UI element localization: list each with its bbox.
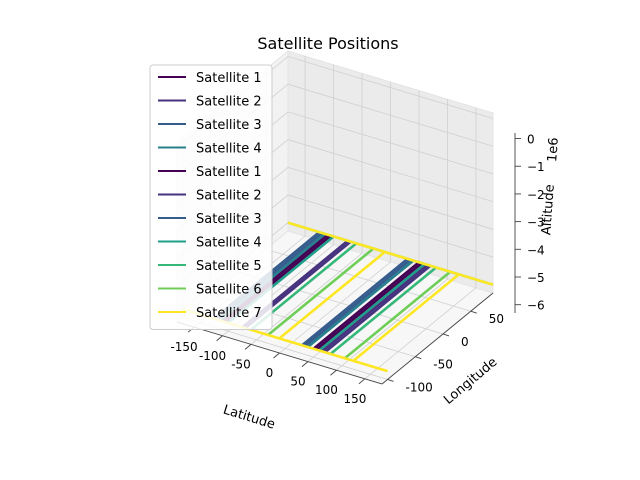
legend-label: Satellite 4 bbox=[196, 142, 262, 157]
series-line-3 bbox=[304, 258, 412, 348]
series-line-1 bbox=[312, 261, 420, 350]
series-line-10 bbox=[344, 270, 452, 360]
y-tick-label: 0 bbox=[461, 335, 469, 349]
chart-title: Satellite Positions bbox=[257, 34, 398, 53]
legend-label: Satellite 1 bbox=[196, 71, 262, 86]
legend-label: Satellite 7 bbox=[196, 306, 262, 321]
legend: Satellite 1 Satellite 2 Satellite 3 Satelli… bbox=[149, 64, 273, 330]
y-tick-mark bbox=[415, 356, 422, 360]
x-axis-label: Latitude bbox=[221, 403, 277, 433]
series-line-6 bbox=[324, 264, 432, 354]
x-tick-label: 150 bbox=[343, 392, 366, 406]
series-line-7 bbox=[301, 257, 409, 347]
legend-label: Satellite 2 bbox=[196, 189, 262, 204]
series-line-4 bbox=[307, 259, 415, 349]
y-tick-label: -50 bbox=[433, 358, 453, 372]
series-line-2 bbox=[321, 263, 429, 353]
legend-label: Satellite 4 bbox=[196, 236, 262, 251]
y-tick-mark bbox=[470, 310, 477, 314]
legend-box bbox=[149, 64, 273, 330]
y-tick-label: -100 bbox=[406, 380, 433, 394]
series-line-10 bbox=[267, 247, 375, 336]
x-tick-mark bbox=[273, 352, 280, 359]
y-tick-mark bbox=[387, 379, 394, 382]
z-tick-label: −3 bbox=[527, 216, 545, 230]
series-line-5 bbox=[315, 262, 423, 351]
x-tick-label: 100 bbox=[315, 383, 338, 397]
tick-layer: -150-100-50050100150-100-500500−1−2−3−4−… bbox=[170, 133, 544, 406]
legend-label: Satellite 3 bbox=[196, 212, 262, 227]
legend-label: Satellite 5 bbox=[196, 259, 262, 274]
x-tick-mark bbox=[358, 378, 366, 385]
x-tick-label: -150 bbox=[170, 340, 197, 354]
x-tick-mark bbox=[301, 361, 309, 367]
z-tick-label: 0 bbox=[527, 133, 535, 147]
x-grid-line bbox=[336, 99, 448, 371]
legend-label: Satellite 3 bbox=[196, 118, 262, 133]
legend-label: Satellite 6 bbox=[196, 283, 262, 298]
z-tick-label: −5 bbox=[527, 271, 545, 285]
z-tick-label: −2 bbox=[527, 188, 545, 202]
series-line-9 bbox=[329, 266, 437, 355]
y-tick-mark bbox=[442, 333, 450, 337]
z-tick-label: −4 bbox=[527, 243, 545, 257]
x-grid-line bbox=[250, 73, 363, 345]
z-axis-label: Altitude bbox=[539, 184, 558, 236]
z-offset-label: 1e6 bbox=[545, 137, 562, 163]
y-axis-line bbox=[381, 292, 494, 385]
legend-label: Satellite 1 bbox=[196, 165, 262, 180]
legend-label: Satellite 2 bbox=[196, 95, 262, 110]
x-grid-line bbox=[279, 82, 391, 354]
x-tick-label: 50 bbox=[290, 375, 305, 389]
z-tick-label: −6 bbox=[527, 299, 545, 313]
series-line-11 bbox=[278, 250, 386, 340]
x-tick-mark bbox=[330, 369, 337, 376]
x-grid-line bbox=[364, 107, 477, 380]
z-tick-label: −1 bbox=[527, 160, 545, 174]
x-tick-label: -50 bbox=[231, 357, 251, 371]
series-line-11 bbox=[352, 273, 460, 362]
y-tick-label: 50 bbox=[489, 312, 504, 326]
series-line-8 bbox=[318, 263, 426, 352]
x-tick-mark bbox=[244, 344, 252, 350]
x-tick-mark bbox=[216, 335, 223, 342]
x-tick-label: -100 bbox=[199, 349, 226, 363]
x-tick-label: 0 bbox=[266, 366, 274, 380]
